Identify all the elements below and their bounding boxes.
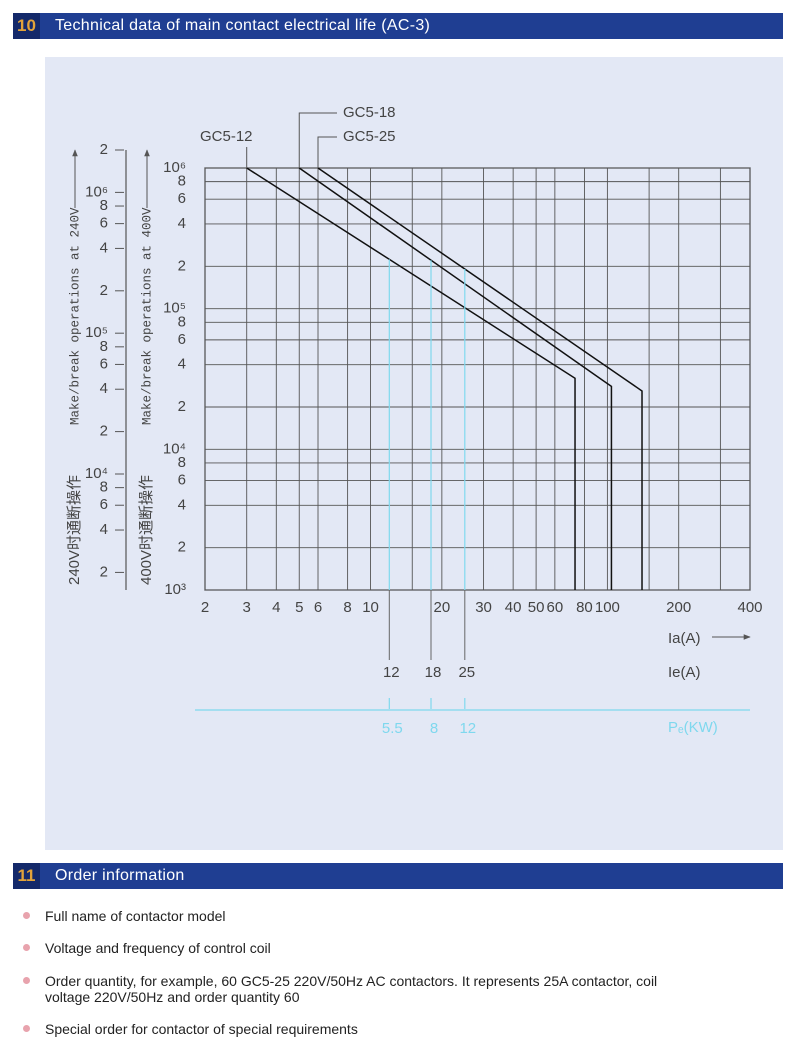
y2-tick-label: 2 xyxy=(100,563,108,580)
y2-axis-label-cn: 240V时通断操作 xyxy=(66,475,83,585)
y-axis-label: Make/break operations at 400V xyxy=(140,207,154,425)
x-tick-label: 4 xyxy=(272,599,280,616)
y2-tick-label: 6 xyxy=(100,215,108,232)
list-item: Order quantity, for example, 60 GC5-25 2… xyxy=(45,973,658,1005)
y2-tick-label: 4 xyxy=(100,521,108,538)
y2-tick-label: 4 xyxy=(100,380,108,397)
series-line xyxy=(298,167,613,590)
x-tick-label: 30 xyxy=(475,599,492,616)
x-tick-label: 80 xyxy=(576,599,593,616)
bullet xyxy=(23,977,30,984)
x-tick-label: 5 xyxy=(295,599,303,616)
y-tick-label: 2 xyxy=(178,539,186,556)
x-tick-label: 100 xyxy=(595,599,620,616)
y-tick-label: 6 xyxy=(178,472,186,489)
bullet xyxy=(23,912,30,919)
section-title: Order information xyxy=(55,867,185,884)
y-axis-label-cn: 400V时通断操作 xyxy=(138,475,155,585)
x-tick-label: 2 xyxy=(201,599,209,616)
section-number: 11 xyxy=(13,863,40,889)
y-tick-label: 10⁶ xyxy=(163,159,186,176)
y-tick-label: 8 xyxy=(178,173,186,190)
y2-axis-label: Make/break operations at 240V xyxy=(68,207,82,425)
series-label: GC5-25 xyxy=(343,128,396,145)
bullet xyxy=(23,1025,30,1032)
section-header: 10 Technical data of main contact electr… xyxy=(13,13,783,39)
x-tick-label: 20 xyxy=(434,599,451,616)
ie-value: 25 xyxy=(458,664,475,681)
y-tick-label: 8 xyxy=(178,454,186,471)
y-tick-label: 10⁵ xyxy=(163,300,186,317)
y-tick-label: 4 xyxy=(178,215,186,232)
series-label: GC5-12 xyxy=(200,128,253,145)
y2-tick-label: 10⁴ xyxy=(85,465,108,482)
x-tick-label: 200 xyxy=(666,599,691,616)
list-item: Voltage and frequency of control coil xyxy=(45,940,271,956)
x-tick-label: 60 xyxy=(547,599,564,616)
bullet xyxy=(23,944,30,951)
y-tick-label: 2 xyxy=(178,398,186,415)
y-tick-label: 10³ xyxy=(164,581,186,598)
y-tick-label: 10⁴ xyxy=(163,440,186,457)
y-tick-label: 2 xyxy=(178,257,186,274)
y2-tick-label: 10⁵ xyxy=(85,324,108,341)
y2-tick-label: 10⁶ xyxy=(85,183,108,200)
ie-value: 18 xyxy=(425,664,442,681)
series-line xyxy=(317,167,643,590)
x-tick-label: 50 xyxy=(528,599,545,616)
plot-frame xyxy=(204,167,751,591)
y2-tick-label: 2 xyxy=(100,141,108,158)
power-value: 12 xyxy=(459,720,476,737)
series-label: GC5-18 xyxy=(343,104,396,121)
y-tick-label: 6 xyxy=(178,190,186,207)
x-tick-label: 400 xyxy=(737,599,762,616)
section-title: Technical data of main contact electrica… xyxy=(55,17,431,34)
leader-line xyxy=(317,136,337,168)
leader-line xyxy=(298,112,337,168)
y-tick-label: 6 xyxy=(178,331,186,348)
chart-panel xyxy=(45,57,783,850)
y2-tick-label: 8 xyxy=(100,197,108,214)
chart: Make/break operations at 240V 240V时通断操作 … xyxy=(66,104,763,737)
y-tick-label: 4 xyxy=(178,496,186,513)
y-tick-label: 4 xyxy=(178,356,186,373)
series-line xyxy=(246,167,576,590)
section-header: 11 Order information xyxy=(13,863,783,889)
y2-tick-label: 8 xyxy=(100,479,108,496)
y2-tick-label: 6 xyxy=(100,355,108,372)
power-value: 5.5 xyxy=(382,720,403,737)
ie-label: Ie(A) xyxy=(668,664,701,681)
section-number: 10 xyxy=(13,13,40,39)
x-tick-label: 40 xyxy=(505,599,522,616)
y2-tick-label: 2 xyxy=(100,423,108,440)
ie-value: 12 xyxy=(383,664,400,681)
y2-tick-label: 8 xyxy=(100,338,108,355)
x-axis-label: Ia(A) xyxy=(668,630,701,647)
x-tick-label: 6 xyxy=(314,599,322,616)
power-label: Pₑ(KW) xyxy=(668,719,718,736)
y-tick-label: 8 xyxy=(178,313,186,330)
list-item: Special order for contactor of special r… xyxy=(45,1021,358,1037)
y2-tick-label: 4 xyxy=(100,239,108,256)
x-tick-label: 10 xyxy=(362,599,379,616)
x-tick-label: 8 xyxy=(343,599,351,616)
power-value: 8 xyxy=(430,720,438,737)
list-item: Full name of contactor model xyxy=(45,908,226,924)
y2-tick-label: 6 xyxy=(100,496,108,513)
y2-tick-label: 2 xyxy=(100,282,108,299)
x-tick-label: 3 xyxy=(243,599,251,616)
